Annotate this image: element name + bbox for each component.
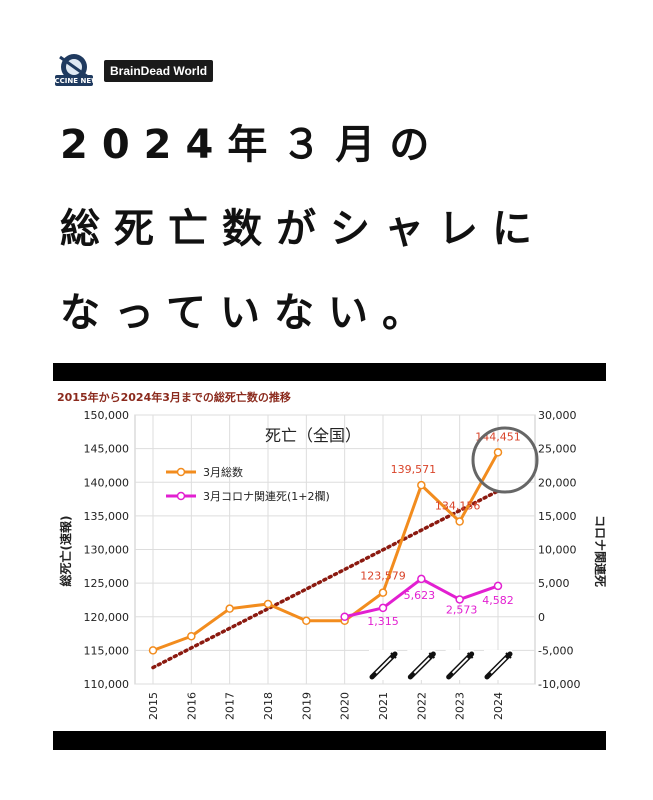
x-tick-label: 2016 [185,692,198,720]
x-tick-label: 2017 [224,692,237,720]
header: VACCINE NEWS BrainDead World [44,52,214,90]
y-tick-label: 130,000 [84,544,130,557]
x-tick-label: 2019 [300,692,313,720]
headline-line-2: 総死亡数がシャレに [60,206,546,252]
data-point [340,612,349,621]
y2-tick-label: -10,000 [538,678,580,691]
data-point [417,574,426,584]
syringe-icon [484,650,513,680]
syringe-icon-window [451,657,469,674]
legend-swatch-marker [176,467,186,477]
y2-tick-label: 30,000 [538,409,577,422]
x-tick-label: 2024 [492,692,505,720]
y2-tick-label: 15,000 [538,510,577,523]
syringe-icon-plunger [390,652,397,659]
y-tick-label: 145,000 [84,443,130,456]
data-point [455,517,464,526]
syringe-icon [407,650,436,680]
brand-label: BrainDead World [104,60,214,82]
data-label: 139,571 [391,463,437,476]
data-label: 5,623 [404,589,436,602]
syringe-icon-window [375,657,392,674]
y-axis-label: 総死亡(速報) [58,516,73,587]
headline-line-1: 2024年３月の [60,122,444,168]
data-label: 2,573 [446,603,478,616]
y2-tick-label: 0 [538,611,545,624]
syringe-icon [445,650,475,680]
x-tick-label: 2023 [454,692,467,720]
x-tick-label: 2022 [415,692,428,720]
syringe-icon-window [413,657,431,674]
data-point [493,581,503,591]
data-point [378,588,388,597]
data-label: 134,156 [435,500,481,513]
data-label: 1,315 [367,615,399,628]
bottom-black-bar [53,731,606,750]
y2-tick-label: 20,000 [538,476,577,489]
chart-svg: 死亡（全国） 総死亡(速報) コロナ関連死 110,000 115,000 120,… [58,409,606,720]
y-tick-label: 125,000 [84,577,130,590]
data-point [148,646,158,655]
series-line-0 [152,451,500,652]
y-tick-label: 120,000 [84,611,130,624]
data-point [225,604,234,613]
syringe-icon-plunger [505,652,512,659]
x-tick-label: 2015 [147,692,160,720]
y-tick-label: 115,000 [84,644,130,657]
data-point [493,448,503,457]
y-tick-label: 110,000 [84,678,130,691]
data-point [378,603,388,613]
y2-tick-label: 5,000 [538,577,570,590]
x-tick-label: 2020 [339,692,352,720]
y-tick-label: 150,000 [84,409,130,422]
chart-caption: 2015年から2024年3月までの総死亡数の推移 [57,391,291,404]
y2-tick-label: 10,000 [538,544,577,557]
legend-label: 3月総数 [203,465,243,479]
syringe-icon [369,650,398,680]
headline-line-3: なっていない。 [60,290,436,336]
chart-title: 死亡（全国） [265,426,361,445]
top-black-bar [53,363,606,381]
highlight-circle [471,426,539,494]
legend-swatch-marker [176,491,186,501]
data-point [302,616,311,626]
legend: 3月総数 3月コロナ関連死(1+2欄) [166,465,330,503]
x-tick-label: 2018 [262,692,275,720]
y2-tick-label: 25,000 [538,443,577,456]
y2-tick-label: -5,000 [538,644,573,657]
data-label: 4,582 [482,594,514,607]
syringe-icon-plunger [428,652,436,659]
trendline [151,489,500,670]
y-tick-label: 140,000 [84,476,130,489]
y2-axis-label: コロナ関連死 [593,515,606,587]
syringe-icon-plunger [466,652,474,659]
legend-label: 3月コロナ関連死(1+2欄) [203,489,330,503]
y-tick-label: 135,000 [84,510,130,523]
data-label: 123,579 [360,570,406,583]
chart-frame: 2015年から2024年3月までの総死亡数の推移 死亡（全国） 総死亡(速報) … [53,363,606,750]
vaccine-news-logo: VACCINE NEWS [44,52,104,90]
data-point [187,632,196,641]
data-point [455,595,464,604]
data-point [263,599,273,609]
x-tick-label: 2021 [377,692,390,720]
data-point [417,480,426,490]
logo-text: VACCINE NEWS [52,77,96,85]
syringe-icon-window [490,657,507,674]
